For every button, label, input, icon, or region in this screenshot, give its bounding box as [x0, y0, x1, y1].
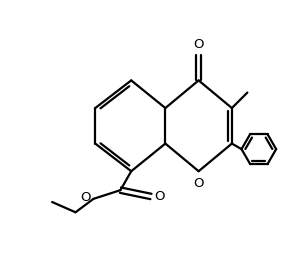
- Text: O: O: [154, 190, 165, 203]
- Text: O: O: [193, 38, 204, 51]
- Text: O: O: [193, 177, 204, 190]
- Text: O: O: [80, 192, 91, 204]
